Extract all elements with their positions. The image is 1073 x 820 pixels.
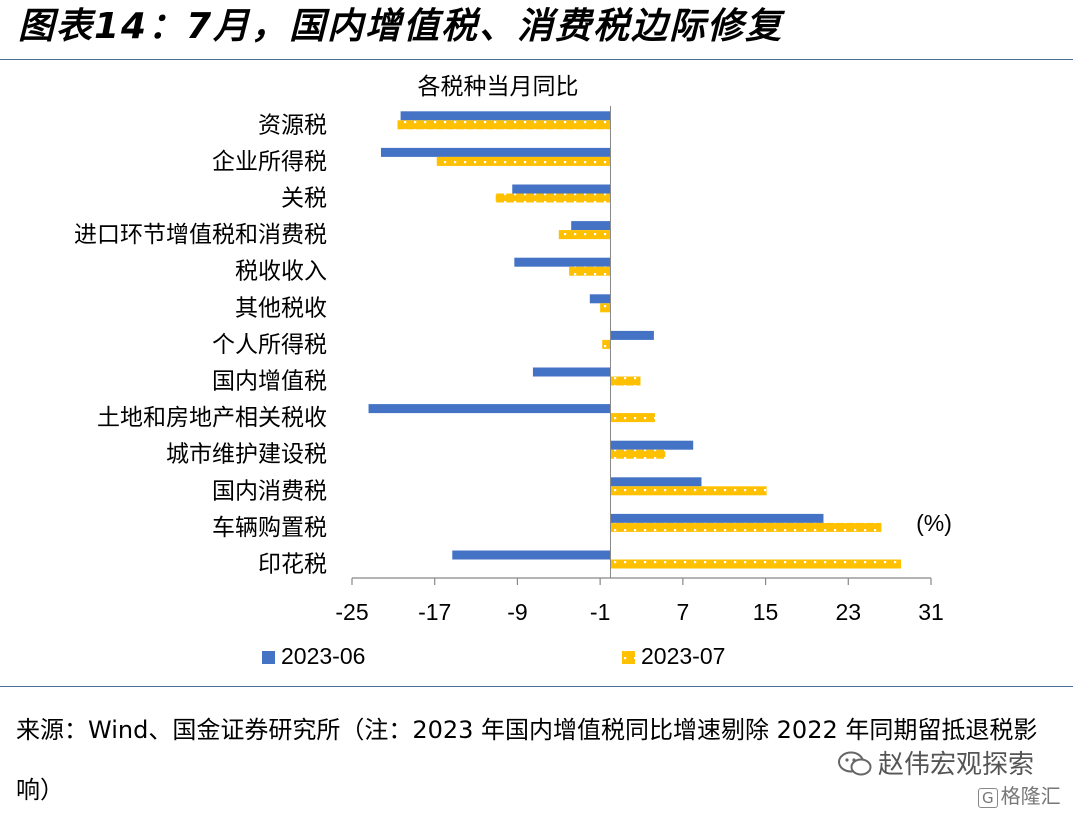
bar-2023-06 [610, 330, 654, 340]
legend-label: 2023-06 [281, 643, 365, 669]
legend-label: 2023-07 [641, 643, 725, 669]
source-note: 来源：Wind、国金证券研究所（注：2023 年国内增值税同比增速剔除 2022… [16, 716, 1038, 804]
bar-2023-06 [368, 404, 611, 414]
category-label: 个人所得税 [212, 332, 327, 358]
category-label: 税收收入 [235, 259, 327, 285]
category-label: 关税 [281, 186, 327, 212]
bar-2023-07 [610, 376, 641, 386]
bar-2023-06 [610, 513, 824, 523]
bar-2023-06 [380, 147, 611, 157]
x-tick-label: 31 [918, 599, 944, 625]
category-label: 车辆购置税 [212, 515, 327, 541]
x-tick-label: -25 [335, 599, 368, 625]
legend-swatch [622, 651, 635, 664]
x-tick-label: -1 [590, 599, 610, 625]
x-tick-label: -17 [418, 599, 451, 625]
watermark: 赵伟宏观探索 [838, 744, 1034, 781]
category-label: 国内增值税 [212, 369, 327, 395]
bar-2023-06 [589, 294, 611, 304]
bar-2023-06 [512, 184, 611, 194]
category-label: 资源税 [258, 112, 327, 138]
bar-2023-07 [610, 559, 902, 569]
category-label: 城市维护建设税 [166, 442, 327, 468]
bar-2023-06 [452, 550, 611, 560]
bar-2023-07 [436, 156, 611, 166]
wechat-icon [838, 751, 872, 776]
bar-2023-06 [571, 221, 611, 231]
category-label: 进口环节增值税和消费税 [74, 222, 327, 248]
bar-2023-07 [569, 266, 611, 276]
bar-2023-07 [397, 120, 611, 130]
bar-2023-07 [558, 230, 611, 240]
x-tick-label: -9 [507, 599, 527, 625]
bar-2023-06 [532, 367, 611, 377]
bar-2023-07 [495, 193, 611, 203]
x-tick-label: 15 [753, 599, 779, 625]
source-divider [0, 686, 1073, 687]
badge: G 格隆汇 [978, 780, 1061, 809]
title-divider [0, 59, 1073, 60]
bar-2023-06 [610, 477, 702, 487]
watermark-text: 赵伟宏观探索 [878, 750, 1035, 780]
category-label: 企业所得税 [212, 149, 327, 175]
bar-2023-06 [610, 440, 694, 450]
bar-2023-07 [600, 303, 611, 313]
category-label: 土地和房地产相关税收 [97, 405, 327, 431]
bar-2023-07 [610, 413, 655, 423]
unit-label: (%) [916, 510, 952, 536]
bar-2023-07 [602, 339, 611, 349]
bar-2023-07 [610, 449, 666, 459]
bar-2023-06 [514, 257, 611, 267]
chart-title: 图表14：7月，国内增值税、消费税边际修复 [18, 6, 784, 47]
legend-swatch [262, 651, 275, 664]
bar-2023-07 [610, 486, 767, 496]
bar-2023-07 [610, 522, 882, 532]
bar-chart: 各税种当月同比 (%) 资源税企业所得税关税进口环节增值税和消费税税收收入其他税… [74, 74, 952, 669]
plot-title: 各税种当月同比 [418, 74, 579, 100]
category-label: 国内消费税 [212, 478, 327, 504]
x-tick-label: 23 [835, 599, 861, 625]
g-logo-icon: G [978, 788, 998, 808]
category-label: 印花税 [258, 552, 327, 578]
x-tick-label: 7 [676, 599, 689, 625]
category-label: 其他税收 [235, 295, 327, 321]
bar-2023-06 [400, 111, 611, 121]
badge-text: 格隆汇 [1000, 784, 1061, 808]
